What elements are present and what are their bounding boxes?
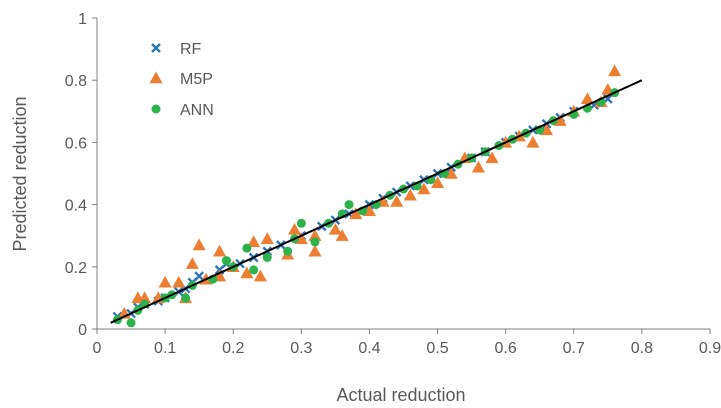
data-point-m5p <box>260 232 274 245</box>
data-point-m5p <box>288 222 302 235</box>
x-tick-label: 0.1 <box>154 340 176 357</box>
legend-marker-ann <box>151 104 161 114</box>
legend-item-rf: RF <box>151 41 202 58</box>
data-point-m5p <box>431 176 445 189</box>
data-point-m5p <box>526 135 540 148</box>
data-point-m5p <box>335 229 349 241</box>
data-point-m5p <box>390 194 404 207</box>
y-tick-label: 0.8 <box>65 73 87 90</box>
plot-area: 0 0.1 0.2 0.3 0.4 0.5 0.6 0.7 0.8 0.9 0 0.2 0.4 0.6 0.… <box>65 11 721 357</box>
data-point-ann <box>242 243 252 253</box>
legend-label-rf: RF <box>180 41 202 58</box>
data-point-m5p <box>608 64 622 77</box>
data-point-m5p <box>185 257 199 269</box>
y-tick-label: 1 <box>78 11 87 28</box>
data-point-m5p <box>247 235 261 248</box>
legend: RF M5P ANN <box>149 41 214 119</box>
legend-item-m5p: M5P <box>149 71 213 88</box>
y-tick-label: 0.4 <box>65 198 87 215</box>
data-point-m5p <box>253 269 267 282</box>
legend-item-ann: ANN <box>151 102 214 119</box>
data-point-m5p <box>471 160 485 173</box>
x-tick-label: 0.3 <box>290 340 312 357</box>
x-tick-label: 0.4 <box>358 340 380 357</box>
data-point-m5p <box>308 229 322 241</box>
data-point-ann <box>249 265 259 275</box>
data-point-m5p <box>213 244 227 257</box>
x-tick-label: 0.8 <box>631 340 653 357</box>
x-tick-label: 0.2 <box>222 340 244 357</box>
data-point-m5p <box>349 207 363 220</box>
data-point-ann <box>181 293 191 303</box>
data-point-ann <box>344 200 354 210</box>
y-tick-label: 0 <box>78 322 87 339</box>
data-point-ann <box>296 218 306 228</box>
data-point-m5p <box>172 275 186 288</box>
reference-line <box>110 79 643 324</box>
data-point-ann <box>221 256 231 266</box>
data-point-m5p <box>158 275 172 288</box>
legend-marker-m5p <box>149 71 163 84</box>
data-point-m5p <box>192 238 206 251</box>
x-axis-title: Actual reduction <box>336 385 465 405</box>
data-point-m5p <box>240 266 254 279</box>
x-tick-label: 0.6 <box>495 340 517 357</box>
legend-marker-rf <box>151 43 161 53</box>
x-tick-label: 0.9 <box>699 340 721 357</box>
y-tick-label: 0.2 <box>65 260 87 277</box>
data-point-m5p <box>328 222 342 235</box>
y-tick-label: 0.6 <box>65 135 87 152</box>
data-point-rf <box>194 271 205 281</box>
data-point-m5p <box>417 182 431 195</box>
legend-label-ann: ANN <box>180 102 214 119</box>
data-point-m5p <box>403 188 417 201</box>
y-axis-title: Predicted reduction <box>10 96 30 251</box>
data-point-m5p <box>138 291 152 304</box>
legend-label-m5p: M5P <box>180 71 213 88</box>
data-point-ann <box>283 246 293 256</box>
data-point-ann <box>310 237 320 247</box>
x-tick-label: 0 <box>93 340 102 357</box>
data-point-ann <box>262 252 272 262</box>
x-tick-label: 0.5 <box>426 340 448 357</box>
data-point-ann <box>126 318 136 328</box>
data-point-m5p <box>580 92 594 105</box>
data-point-m5p <box>308 244 322 257</box>
x-tick-label: 0.7 <box>563 340 585 357</box>
data-point-m5p <box>485 151 499 164</box>
